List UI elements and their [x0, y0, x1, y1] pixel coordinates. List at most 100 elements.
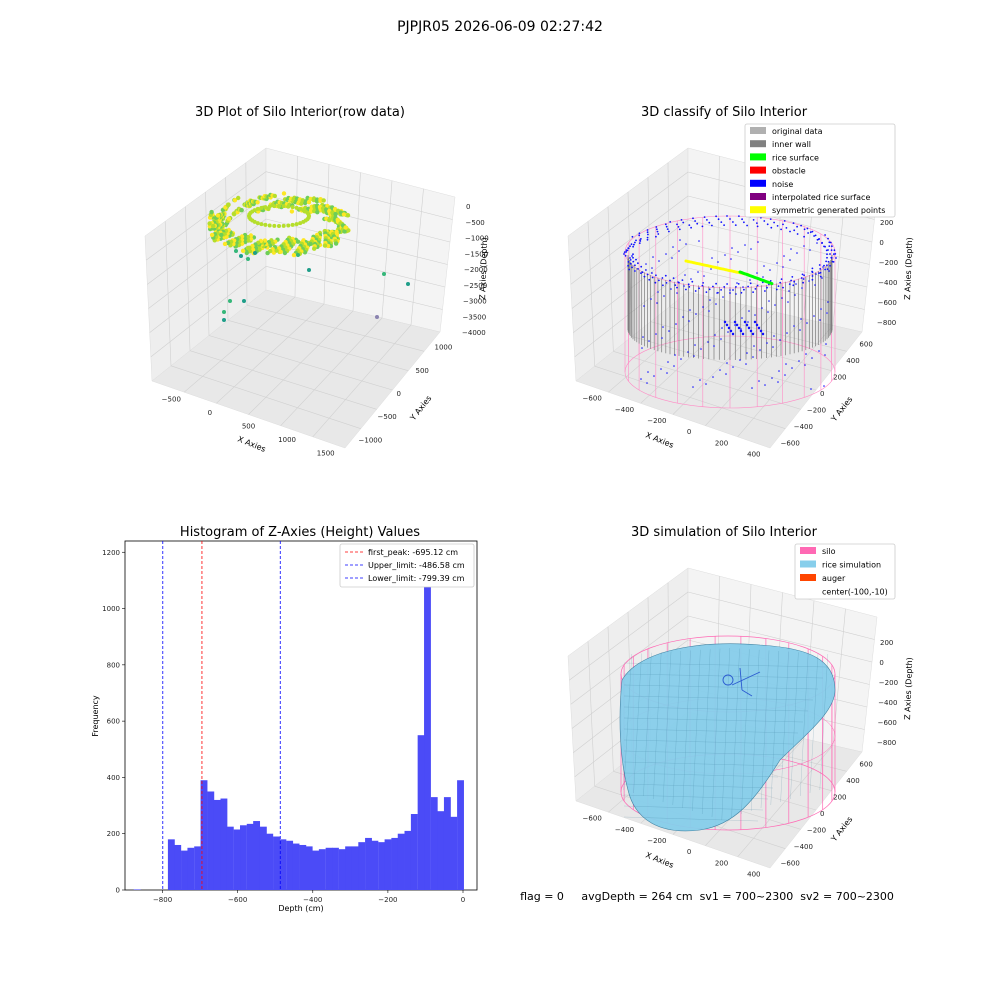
noise-point [829, 264, 831, 267]
scatter-point [255, 221, 260, 226]
p2-noise-points [623, 215, 837, 390]
hist-bar [424, 562, 431, 890]
z-tick-label: −800 [877, 319, 896, 327]
x-tick-label: 0 [461, 896, 465, 904]
noise-point [642, 336, 644, 338]
scatter-point [286, 223, 291, 228]
p1-y-label: Y Axies [408, 394, 434, 423]
scatter-point [234, 249, 238, 253]
noise-point [727, 331, 729, 333]
scatter-point [289, 209, 295, 214]
noise-point [634, 264, 636, 267]
noise-point [673, 365, 675, 367]
noise-point [747, 326, 751, 330]
noise-point [627, 264, 629, 267]
noise-point [772, 346, 774, 348]
noise-point [766, 286, 768, 289]
footer-status: flag = 0 avgDepth = 264 cm sv1 = 700~230… [520, 890, 894, 903]
noise-point [822, 266, 824, 268]
noise-point [779, 281, 782, 284]
noise-point [676, 286, 678, 289]
p1-y-ticks: −1000 −500 0 500 1000 [359, 344, 453, 445]
y-tick-label: 200 [833, 793, 846, 801]
y-tick-label: 800 [107, 661, 120, 669]
scatter-point [294, 205, 299, 210]
noise-point [811, 270, 813, 273]
noise-point [715, 282, 717, 285]
noise-point [726, 215, 728, 217]
noise-point [669, 279, 671, 282]
noise-point [803, 274, 805, 277]
z-tick-label: −600 [878, 719, 897, 727]
z-tick-label: −3000 [463, 298, 487, 306]
scatter-point [333, 211, 338, 217]
noise-point [818, 238, 820, 240]
legend-swatch [800, 547, 816, 554]
noise-point [791, 367, 793, 369]
noise-point [688, 286, 691, 288]
noise-point [650, 298, 652, 300]
scatter-point [308, 241, 313, 247]
y-tick-label: 400 [107, 774, 120, 782]
noise-point [640, 378, 642, 380]
hist-bar [259, 826, 267, 890]
noise-point [709, 299, 711, 301]
x-tick-label: 1000 [278, 436, 296, 444]
noise-point [717, 218, 720, 221]
scatter-point [345, 213, 351, 218]
p1-z-ticks: 0 −500 −1000 −1500 −2000 −2500 −3000 −3500 −4000 [462, 203, 489, 337]
scatter-point [301, 219, 306, 224]
legend-label: inner wall [772, 140, 811, 149]
noise-point [780, 278, 783, 280]
scatter-point [282, 250, 288, 256]
noise-point [640, 265, 643, 268]
noise-point [744, 244, 746, 246]
noise-point [634, 241, 636, 244]
noise-point [819, 319, 821, 321]
noise-point [690, 278, 692, 280]
hist-bar [450, 816, 458, 890]
noise-point [774, 304, 776, 306]
noise-point [641, 347, 643, 349]
noise-point [811, 357, 813, 359]
noise-point [664, 223, 667, 226]
noise-point [831, 260, 834, 263]
noise-point [771, 377, 773, 379]
noise-point [731, 247, 733, 249]
noise-point [684, 274, 686, 276]
noise-point [731, 332, 735, 336]
noise-point [712, 285, 714, 288]
noise-point [752, 356, 754, 358]
hist-bar [318, 849, 326, 890]
hist-y-ticks: 0 200 400 600 800 1000 1200 [102, 549, 125, 895]
hist-bar [133, 889, 141, 890]
noise-point [698, 240, 700, 242]
scatter-point [255, 206, 260, 211]
noise-point [827, 237, 829, 240]
x-tick-label: −200 [647, 417, 666, 425]
z-tick-label: −400 [878, 699, 897, 707]
y-tick-label: −500 [378, 413, 397, 421]
x-tick-label: 400 [747, 450, 760, 458]
scatter-point [296, 253, 300, 257]
noise-point [796, 252, 798, 254]
z-tick-label: −400 [878, 279, 897, 287]
noise-point [779, 339, 781, 341]
noise-point [749, 329, 753, 333]
noise-point [831, 245, 833, 248]
noise-point [745, 363, 747, 365]
noise-point [806, 322, 808, 324]
noise-point [658, 260, 660, 262]
noise-point [827, 301, 829, 303]
hist-bar [299, 844, 307, 890]
x-tick-label: −600 [228, 896, 247, 904]
noise-point [662, 326, 664, 328]
p4-z-label: Z Axies (Depth) [903, 657, 914, 720]
hist-bar [351, 846, 359, 891]
noise-point [632, 253, 634, 256]
noise-point [637, 262, 639, 265]
noise-point [752, 291, 754, 293]
scatter-point [342, 229, 347, 234]
noise-point [821, 277, 823, 279]
